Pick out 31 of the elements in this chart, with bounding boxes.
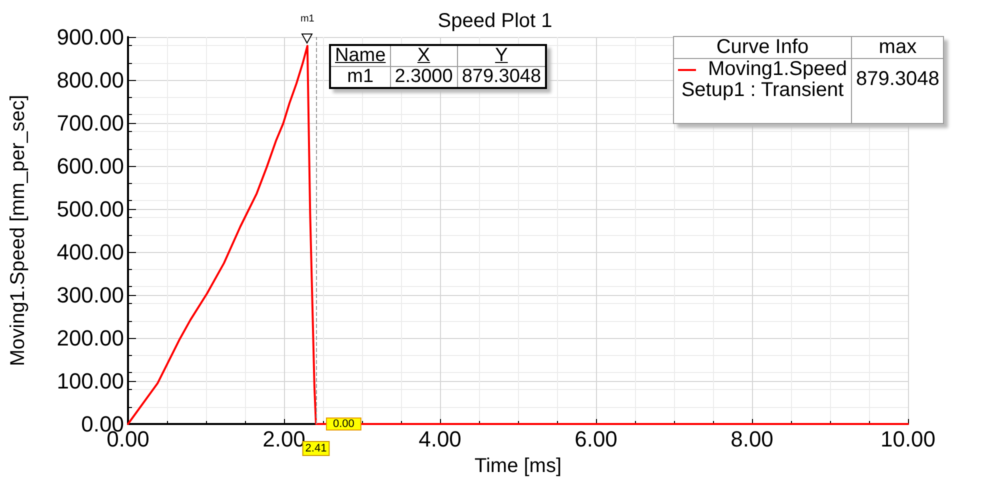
legend-title: Curve Info xyxy=(674,36,852,58)
y-tick-label: 900.00 xyxy=(56,24,124,50)
chart-title: Speed Plot 1 xyxy=(438,10,552,32)
annotation: 879.3048 xyxy=(851,58,944,124)
y-axis-title: Moving1.Speed [mm_per_sec] xyxy=(7,94,29,366)
x-tick-label: 8.00 xyxy=(730,426,774,452)
y-tick-label: 400.00 xyxy=(56,240,124,264)
annotation: max xyxy=(851,36,944,58)
annotation: X xyxy=(390,45,458,66)
annotation: Name xyxy=(330,45,390,66)
x-tick-label: 10.00 xyxy=(880,426,936,452)
y-tick-label: 700.00 xyxy=(56,110,124,136)
x-tick-label: 4.00 xyxy=(418,426,462,452)
legend-label: Moving1.Speed xyxy=(708,58,847,80)
y-tick-label: 500.00 xyxy=(56,196,124,222)
annotation: 2.3000 xyxy=(390,66,458,88)
x-axis-title: Time [ms] xyxy=(474,455,562,477)
x-tick-label: 6.00 xyxy=(574,426,618,452)
annotation: 0.00 xyxy=(332,418,354,430)
y-tick-label: 600.00 xyxy=(56,154,124,178)
y-tick-label: 200.00 xyxy=(56,326,124,350)
y-tick-label: 300.00 xyxy=(56,282,124,308)
annotation: Setup1 : Transient xyxy=(681,79,844,101)
annotation: m1 xyxy=(330,66,390,88)
ref-line-label: 2.41 xyxy=(305,442,327,454)
y-tick-label: 800.00 xyxy=(56,68,124,92)
annotation: m1 xyxy=(300,13,315,24)
annotation: Y xyxy=(457,45,546,66)
y-tick-label: 100.00 xyxy=(56,368,124,394)
x-tick-label: 2.00 xyxy=(262,426,306,452)
annotation: 879.3048 xyxy=(457,66,546,88)
